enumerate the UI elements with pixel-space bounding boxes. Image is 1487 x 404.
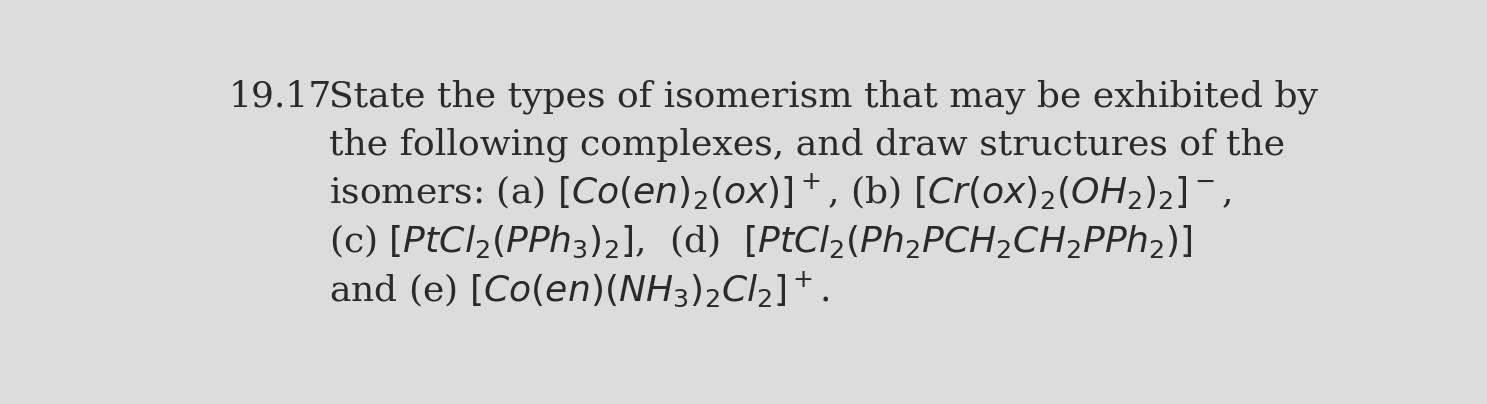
Text: (c) $\mathit{[PtCl_2(PPh_3)_2]}$,  (d)  $\mathit{[PtCl_2(Ph_2PCH_2CH_2PPh_2)]}$: (c) $\mathit{[PtCl_2(PPh_3)_2]}$, (d) $\… [329, 223, 1193, 260]
Text: the following complexes, and draw structures of the: the following complexes, and draw struct… [329, 128, 1285, 162]
Text: 19.17: 19.17 [229, 79, 332, 113]
Text: State the types of isomerism that may be exhibited by: State the types of isomerism that may be… [329, 79, 1319, 114]
Text: and (e) $\mathit{[Co(en)(NH_3)_2Cl_2]^+}$.: and (e) $\mathit{[Co(en)(NH_3)_2Cl_2]^+}… [329, 269, 830, 309]
Text: isomers: (a) $\mathit{[Co(en)_2(ox)]^+}$, (b) $\mathit{[Cr(ox)_2(OH_2)_2]^-}$,: isomers: (a) $\mathit{[Co(en)_2(ox)]^+}$… [329, 171, 1231, 212]
